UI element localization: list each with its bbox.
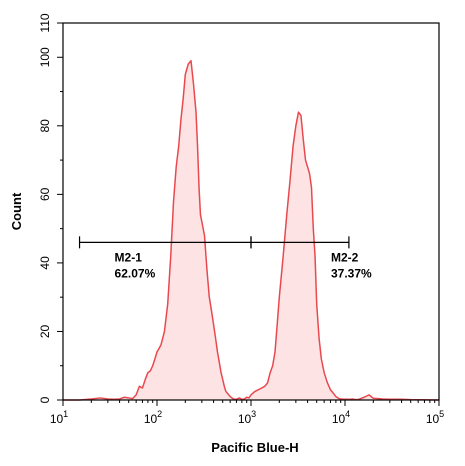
plot-frame bbox=[62, 22, 440, 401]
gate-markers: M2-1 62.07% M2-2 37.37% bbox=[78, 236, 372, 280]
y-tick-label: 20 bbox=[38, 324, 52, 338]
y-tick-label: 80 bbox=[38, 119, 52, 133]
x-tick-label: 103 bbox=[238, 409, 256, 426]
y-tick-label: 40 bbox=[38, 256, 52, 270]
y-axis-ticks: 0 20 40 60 80 100 110 bbox=[38, 13, 63, 403]
x-tick-label: 101 bbox=[50, 409, 68, 426]
x-tick-label: 105 bbox=[426, 409, 444, 426]
y-tick-label: 60 bbox=[38, 187, 52, 201]
gate-name-label: M2-1 bbox=[115, 250, 143, 264]
gate-percent-label: 37.37% bbox=[331, 266, 372, 280]
gate-name-label: M2-2 bbox=[331, 250, 359, 264]
x-axis-title: Pacific Blue-H bbox=[211, 440, 298, 455]
histogram-area-fill bbox=[63, 60, 439, 400]
histogram-outline bbox=[63, 59, 440, 401]
x-tick-label: 104 bbox=[332, 409, 350, 426]
x-axis-ticks: 101 102 103 104 105 bbox=[50, 400, 444, 426]
y-tick-label: 0 bbox=[38, 396, 52, 403]
y-axis-title: Count bbox=[9, 192, 24, 230]
y-tick-label: 100 bbox=[38, 47, 52, 67]
y-tick-label: 110 bbox=[38, 13, 52, 32]
x-tick-label: 102 bbox=[144, 409, 162, 426]
gate-percent-label: 62.07% bbox=[115, 266, 156, 280]
plot-area bbox=[63, 59, 440, 401]
